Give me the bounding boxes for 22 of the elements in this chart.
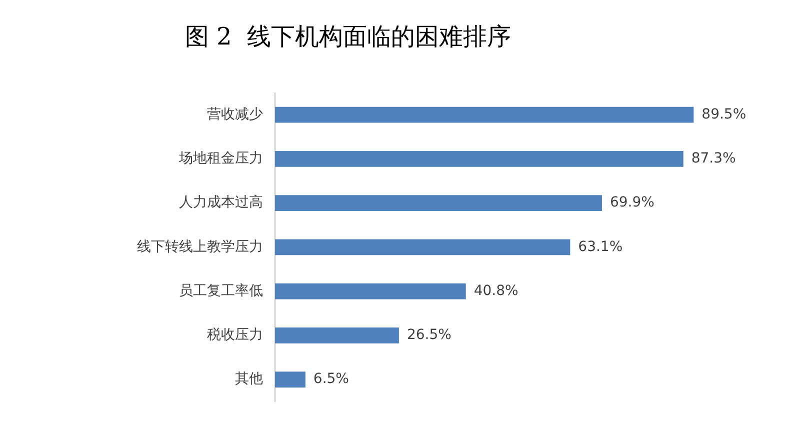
data-label: 40.8% <box>474 282 518 299</box>
y-tick-label: 营收减少 <box>207 106 263 122</box>
data-label: 6.5% <box>313 371 349 388</box>
bar <box>275 372 306 388</box>
y-tick-label: 人力成本过高 <box>179 194 263 211</box>
data-label: 89.5% <box>702 106 746 122</box>
data-label: 63.1% <box>578 238 623 255</box>
bar <box>275 195 602 212</box>
bar <box>275 106 694 123</box>
chart-title: 图 2 线下机构面临的困难排序 <box>184 22 512 51</box>
y-tick-label: 场地租金压力 <box>178 150 263 167</box>
y-tick-label: 线下转线上教学压力 <box>137 238 263 255</box>
y-tick-label: 其他 <box>235 371 263 388</box>
data-label: 69.9% <box>610 194 654 211</box>
data-label: 87.3% <box>691 150 736 167</box>
bar <box>275 239 570 256</box>
bar <box>275 327 399 344</box>
y-tick-label: 员工复工率低 <box>179 282 263 299</box>
y-tick-label: 税收压力 <box>207 327 263 344</box>
bar <box>275 151 684 167</box>
bar <box>275 283 466 300</box>
data-label: 26.5% <box>406 327 452 344</box>
